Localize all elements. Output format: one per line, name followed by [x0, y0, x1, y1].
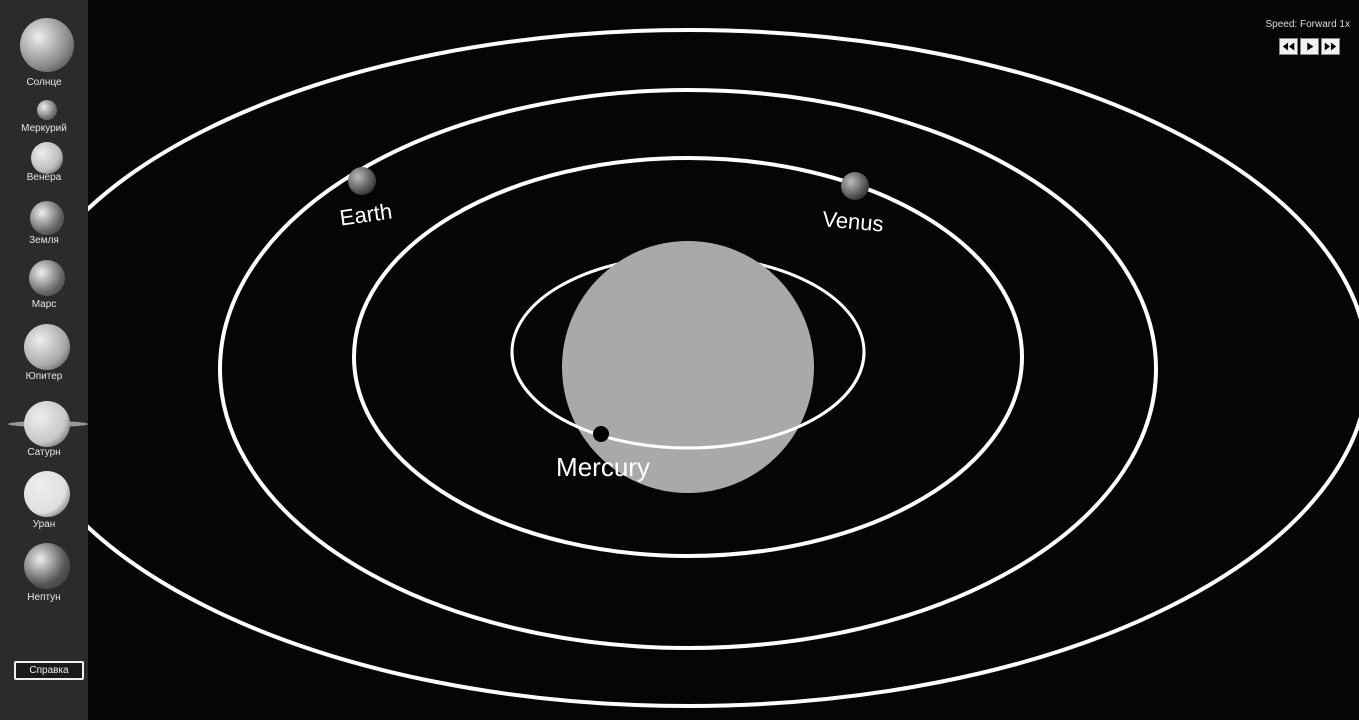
planet-icon[interactable] [24, 471, 70, 517]
label-mercury: Mercury [556, 452, 650, 482]
planet-label[interactable]: Солнце [0, 77, 88, 88]
planet-icon[interactable] [20, 18, 74, 72]
planet-label[interactable]: Нептун [0, 592, 88, 603]
play-button[interactable] [1300, 38, 1319, 55]
planet-label[interactable]: Меркурий [0, 123, 88, 134]
speed-label: Speed: Forward 1x [1266, 19, 1351, 30]
planet-label[interactable]: Земля [0, 235, 88, 246]
speed-controls [1279, 38, 1340, 55]
planet-mercury[interactable] [593, 426, 609, 442]
solar-scene: Earth Venus Mercury [0, 0, 1359, 720]
planet-label[interactable]: Венера [0, 172, 88, 183]
rewind-button[interactable] [1279, 38, 1298, 55]
label-earth: Earth [338, 198, 394, 230]
planet-label[interactable]: Уран [0, 519, 88, 530]
planet-icon[interactable] [24, 324, 70, 370]
planet-earth[interactable] [348, 167, 376, 195]
planet-icon[interactable] [30, 201, 64, 235]
planet-label[interactable]: Юпитер [0, 371, 88, 382]
planet-icon[interactable] [37, 100, 57, 120]
app: Earth Venus Mercury Солнце Меркурий Венера… [0, 0, 1359, 720]
planet-label[interactable]: Марс [0, 299, 88, 310]
planet-venus[interactable] [841, 172, 869, 200]
planet-label[interactable]: Сатурн [0, 447, 88, 458]
planet-icon[interactable] [29, 260, 65, 296]
planet-icon[interactable] [24, 543, 70, 589]
planet-icon[interactable] [24, 401, 70, 447]
planet-icon[interactable] [31, 142, 63, 174]
help-button[interactable]: Справка [14, 661, 84, 680]
label-venus: Venus [821, 206, 884, 236]
sidebar: Солнце Меркурий Венера Земля Марс Юпитер Сатур… [0, 0, 88, 720]
forward-button[interactable] [1321, 38, 1340, 55]
